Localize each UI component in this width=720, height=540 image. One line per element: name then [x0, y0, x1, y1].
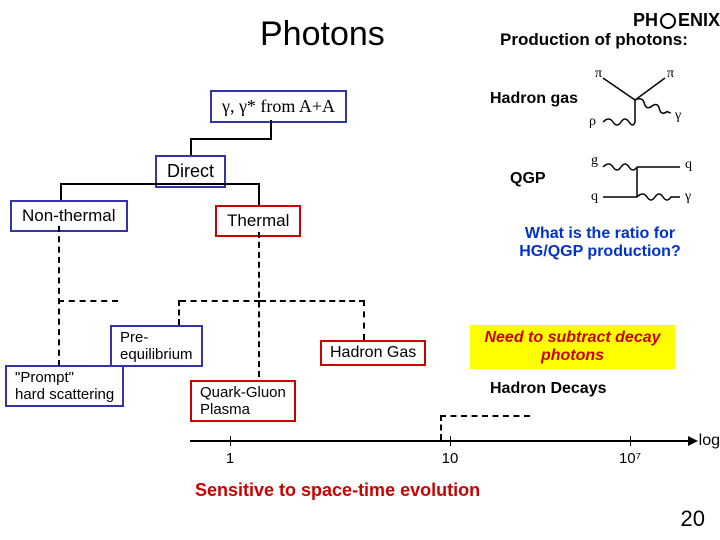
- logo-left: PH: [633, 10, 658, 31]
- gamma-box-text: γ, γ* from A+A: [222, 96, 335, 116]
- sub-line2: photons: [541, 347, 604, 364]
- fh-bl: ρ: [589, 114, 596, 130]
- connector-dashed: [440, 415, 442, 440]
- feynman-hadron-gas: π π ρ γ: [595, 70, 685, 130]
- fh-br: γ: [675, 108, 681, 124]
- preeq-line1: Pre-: [120, 329, 148, 346]
- prompt-line2: hard scattering: [15, 386, 114, 403]
- connector-dashed: [258, 232, 260, 377]
- qgp-label: QGP: [510, 170, 546, 188]
- tick-label-3: 10⁷: [619, 450, 641, 467]
- connector-dashed: [178, 300, 180, 325]
- q-line2: HG/QGP production?: [519, 243, 680, 260]
- nonthermal-box: Non-thermal: [10, 200, 128, 232]
- phenix-logo: PH ENIX: [633, 10, 720, 31]
- prompt-line1: "Prompt": [15, 369, 74, 386]
- connector: [190, 138, 192, 155]
- fq-tr: q: [685, 157, 692, 173]
- production-subheader: Production of photons:: [500, 30, 688, 50]
- ratio-question: What is the ratio for HG/QGP production?: [490, 225, 710, 261]
- thermal-text: Thermal: [227, 211, 289, 230]
- hadron-gas-label: Hadron gas: [490, 90, 578, 108]
- tick-1: [230, 436, 231, 446]
- connector: [270, 120, 272, 138]
- connector-dashed: [260, 300, 365, 302]
- sensitive-text: Sensitive to space-time evolution: [195, 480, 480, 501]
- fq-br: γ: [685, 189, 691, 205]
- axis-line: [190, 440, 690, 442]
- prompt-box: "Prompt" hard scattering: [5, 365, 124, 407]
- qgp-line2: Plasma: [200, 401, 250, 418]
- connector: [258, 183, 260, 205]
- logo-right: ENIX: [678, 10, 720, 31]
- fh-tl: π: [595, 66, 602, 82]
- q-line1: What is the ratio for: [525, 225, 675, 242]
- connector-dashed: [58, 226, 60, 366]
- logo-ring-icon: [660, 13, 676, 29]
- tick-label-1: 1: [226, 450, 234, 467]
- preeq-line2: equilibrium: [120, 346, 193, 363]
- page-number: 20: [681, 506, 705, 532]
- connector: [190, 138, 272, 140]
- connector-dashed: [58, 300, 118, 302]
- direct-text: Direct: [167, 161, 214, 181]
- tick-3: [630, 436, 631, 446]
- connector-dashed: [363, 300, 365, 340]
- sub-line1: Need to subtract decay: [484, 329, 660, 346]
- hadron-decays-label: Hadron Decays: [490, 380, 607, 398]
- hg-text: Hadron Gas: [330, 344, 416, 361]
- fq-tl: g: [591, 153, 598, 169]
- connector-dashed: [440, 415, 530, 417]
- connector: [60, 183, 260, 185]
- qgp-plasma-box: Quark-Gluon Plasma: [190, 380, 296, 422]
- subtract-box: Need to subtract decay photons: [470, 325, 675, 369]
- connector: [60, 183, 62, 200]
- connector-dashed: [180, 300, 260, 302]
- page-title: Photons: [260, 15, 385, 54]
- nonthermal-text: Non-thermal: [22, 206, 116, 225]
- preeq-box: Pre- equilibrium: [110, 325, 203, 367]
- hadron-gas-box: Hadron Gas: [320, 340, 426, 366]
- fh-tr: π: [667, 66, 674, 82]
- qgp-line1: Quark-Gluon: [200, 384, 286, 401]
- feynman-qgp: g q q γ: [595, 155, 695, 215]
- fq-bl: q: [591, 189, 598, 205]
- tick-2: [450, 436, 451, 446]
- log-label: log: [699, 432, 720, 450]
- tick-label-2: 10: [442, 450, 459, 467]
- gamma-box: γ, γ* from A+A: [210, 90, 347, 123]
